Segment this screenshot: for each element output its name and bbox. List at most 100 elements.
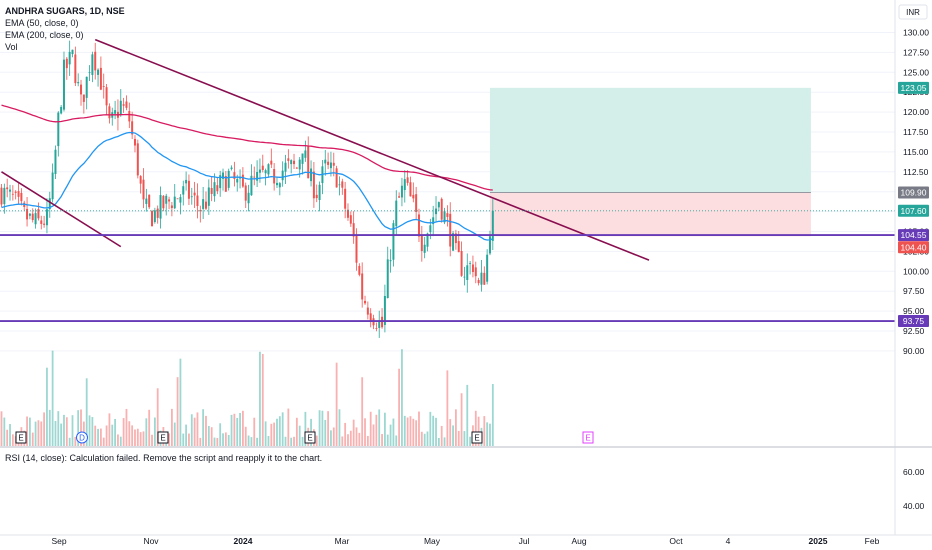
volume-bar <box>270 423 273 446</box>
candle-body <box>173 196 176 209</box>
x-tick-label: May <box>424 536 441 546</box>
x-tick-label: Oct <box>669 536 683 546</box>
candle <box>88 65 91 81</box>
candle <box>43 215 46 228</box>
volume-bar <box>338 409 341 446</box>
trendline-1[interactable] <box>1 171 122 248</box>
candle <box>361 262 364 308</box>
candle <box>290 159 293 174</box>
volume-bar <box>463 431 466 446</box>
candle-body <box>170 205 173 209</box>
earnings-box[interactable] <box>471 431 483 444</box>
trendline-2[interactable] <box>94 38 650 261</box>
candle-body <box>43 223 46 225</box>
candle-body <box>457 241 460 253</box>
candle-body <box>452 233 455 251</box>
candle-body <box>352 223 355 237</box>
earnings-marker[interactable]: E <box>471 431 483 444</box>
price-label-box[interactable] <box>898 186 929 199</box>
candle-body <box>62 59 65 110</box>
volume-bar <box>264 421 267 446</box>
volume-bar <box>474 410 477 446</box>
price-label: 104.55 <box>901 230 927 240</box>
price-label-box[interactable] <box>898 241 929 254</box>
candle-body <box>153 210 156 223</box>
candle-body <box>463 276 466 278</box>
volume-bar <box>352 419 355 446</box>
volume-bar <box>74 436 77 446</box>
stop-zone[interactable] <box>489 192 811 237</box>
candle-body <box>275 182 278 186</box>
position-tool[interactable] <box>489 87 811 237</box>
earnings-marker[interactable]: E <box>582 431 594 444</box>
y-tick-label: 92.50 <box>903 326 925 336</box>
candle <box>54 145 57 179</box>
candle-body <box>230 167 233 169</box>
earnings-box[interactable] <box>157 431 169 444</box>
volume-bar <box>40 421 43 446</box>
trendlines[interactable] <box>1 38 650 261</box>
volume-bar <box>173 422 176 446</box>
volume-bar <box>324 419 327 446</box>
volume-bar <box>85 378 88 446</box>
candle-body <box>108 106 111 119</box>
earnings-marker[interactable]: E <box>304 431 316 444</box>
volume-bar <box>244 426 247 446</box>
candle <box>366 301 369 320</box>
candle <box>253 166 256 186</box>
candle-body <box>176 198 179 200</box>
candle-body <box>446 213 449 217</box>
target-zone[interactable] <box>489 87 811 193</box>
y-tick-label: 90.00 <box>903 346 925 356</box>
dividend-marker[interactable]: D <box>76 431 88 444</box>
earnings-marker[interactable]: E <box>157 431 169 444</box>
volume-bar <box>205 415 207 446</box>
legend-title[interactable]: ANDHRA SUGARS, 1D, NSE <box>5 6 125 16</box>
earnings-box[interactable] <box>582 431 594 444</box>
volume-bar <box>65 417 68 446</box>
price-label-box[interactable] <box>898 81 929 94</box>
x-tick-label: 2024 <box>234 536 253 546</box>
candle <box>60 104 63 115</box>
candle-body <box>54 149 57 174</box>
candle-body <box>71 49 74 55</box>
candle <box>165 193 168 216</box>
candle <box>74 46 77 87</box>
volume-bar <box>230 414 233 446</box>
candle <box>412 182 415 203</box>
ema-50-line <box>1 131 494 241</box>
volume-bar <box>395 435 398 446</box>
earnings-box[interactable] <box>15 431 27 444</box>
candle-body <box>162 195 165 209</box>
volume-bar <box>278 416 281 446</box>
candle-body <box>165 195 168 204</box>
price-label-box[interactable] <box>898 315 929 328</box>
candle-body <box>378 320 381 328</box>
candle <box>315 184 318 203</box>
dividend-circle[interactable] <box>76 431 88 444</box>
legend-ema50[interactable]: EMA (50, close, 0) <box>5 18 79 28</box>
price-label-box[interactable] <box>898 204 929 217</box>
price-label-box[interactable] <box>898 229 929 242</box>
candle <box>293 153 296 170</box>
candle-body <box>449 213 452 247</box>
volume-bar <box>460 393 463 446</box>
candle <box>440 197 443 223</box>
earnings-box[interactable] <box>304 431 316 444</box>
candle <box>0 183 3 208</box>
volume-bar <box>406 417 409 446</box>
horizontal-levels[interactable] <box>0 234 895 322</box>
candle <box>108 103 111 124</box>
legend-ema200[interactable]: EMA (200, close, 0) <box>5 30 84 40</box>
earnings-marker[interactable]: E <box>15 431 27 444</box>
candle-body <box>199 210 202 212</box>
legend-vol[interactable]: Vol <box>5 42 18 52</box>
candle <box>213 173 216 202</box>
candle-body <box>222 172 225 179</box>
volume-bar <box>199 437 202 446</box>
candle <box>381 308 384 329</box>
volume-bar <box>43 412 45 446</box>
volume-bar <box>415 420 418 446</box>
